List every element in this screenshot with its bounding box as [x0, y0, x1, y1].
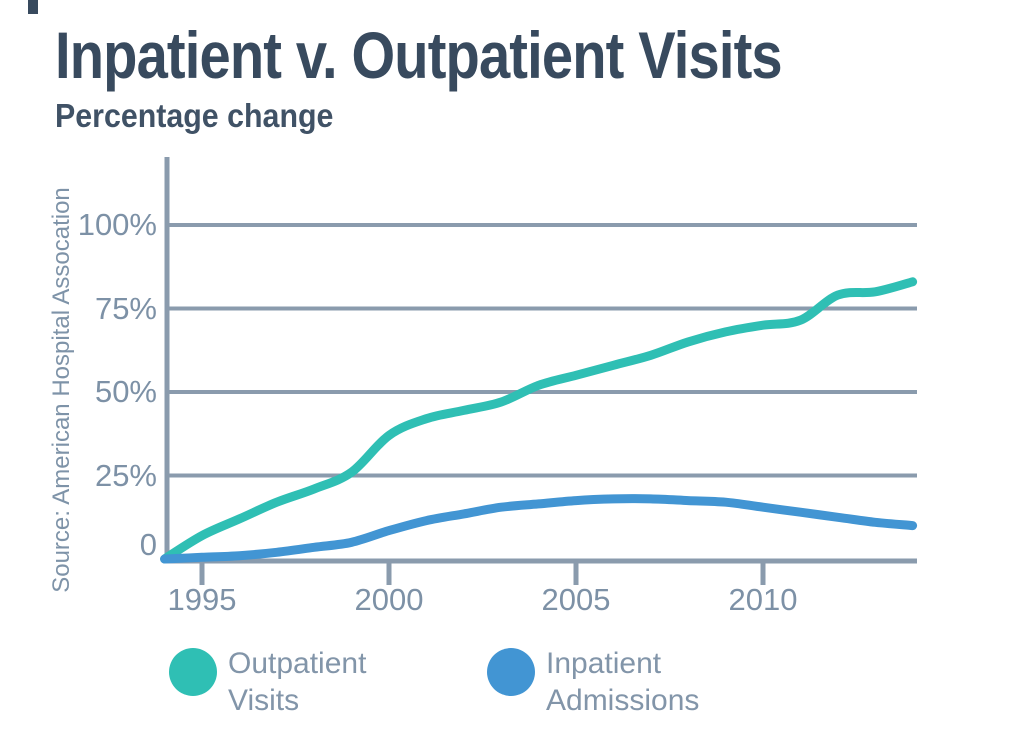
legend-label-outpatient: Outpatient Visits: [228, 647, 367, 717]
legend-item-outpatient: Outpatient Visits: [169, 647, 366, 719]
x-tick-label: 2010: [728, 582, 798, 617]
x-tick-label: 1995: [167, 582, 237, 617]
outpatient-legend-dot-icon: [169, 648, 217, 696]
y-tick-label: 25%: [94, 457, 157, 493]
y-tick-label: 0: [139, 527, 157, 562]
series-line-inpatient-admissions: [160, 494, 918, 564]
x-tick-label: 2005: [541, 582, 611, 617]
y-tick-label: 75%: [94, 290, 157, 326]
inpatient-legend-dot-icon: [487, 648, 535, 696]
series-line-outpatient-visits: [160, 277, 918, 564]
x-tick-label: 2000: [354, 582, 424, 617]
y-tick-label: 100%: [77, 207, 157, 242]
chart-subtitle: Percentage change: [55, 97, 334, 134]
crop-artifact-mark: [28, 0, 38, 14]
legend-label-inpatient: Inpatient Admissions: [546, 647, 700, 717]
page-title: Inpatient v. Outpatient Visits: [55, 18, 783, 92]
y-tick-label: 50%: [94, 374, 157, 409]
legend: Outpatient Visits Inpatient Admissions: [0, 646, 1024, 726]
legend-item-inpatient: Inpatient Admissions: [487, 647, 699, 719]
